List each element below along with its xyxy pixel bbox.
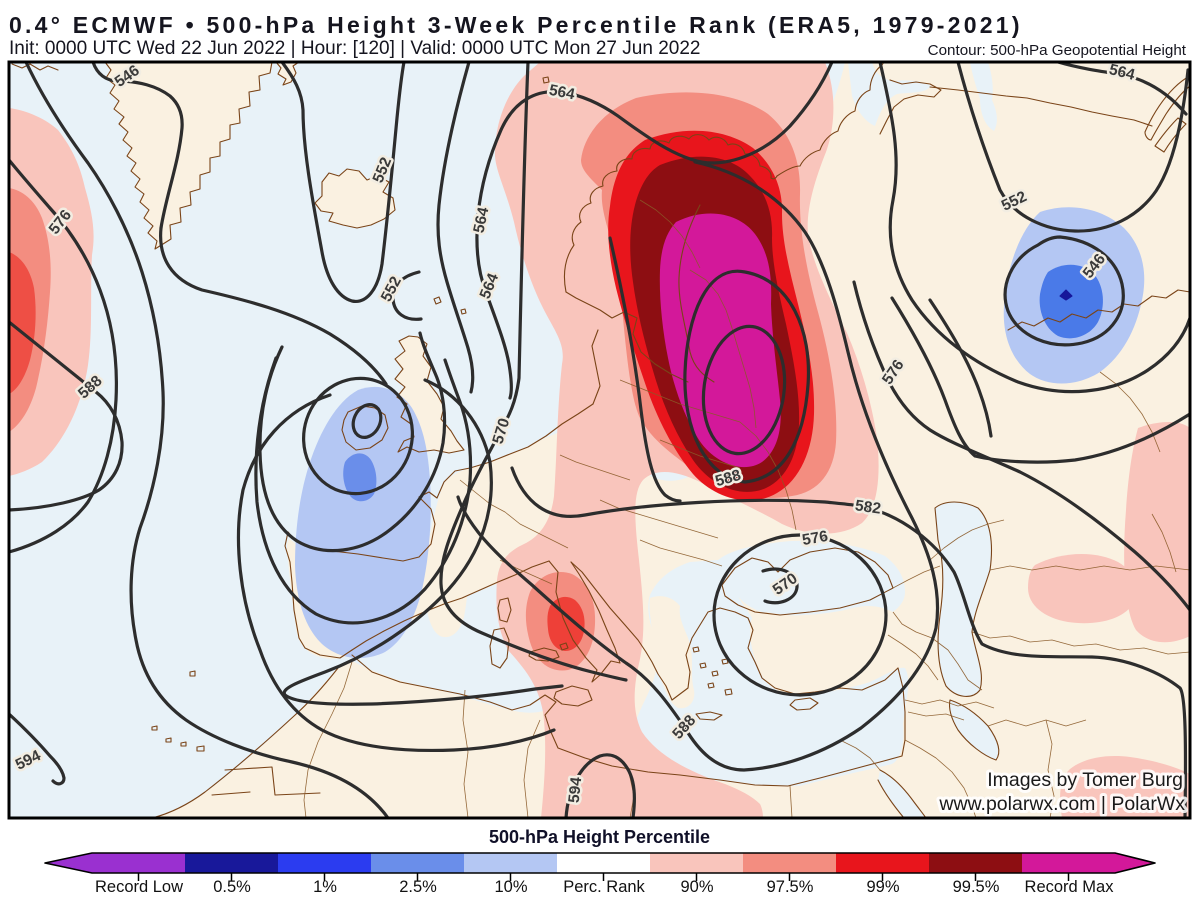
svg-text:www.polarwx.com | PolarWx: www.polarwx.com | PolarWx — [938, 793, 1185, 815]
svg-text:Images by Tomer Burg: Images by Tomer Burg — [987, 769, 1183, 791]
svg-text:594: 594 — [566, 776, 586, 804]
svg-text:582: 582 — [854, 497, 882, 517]
